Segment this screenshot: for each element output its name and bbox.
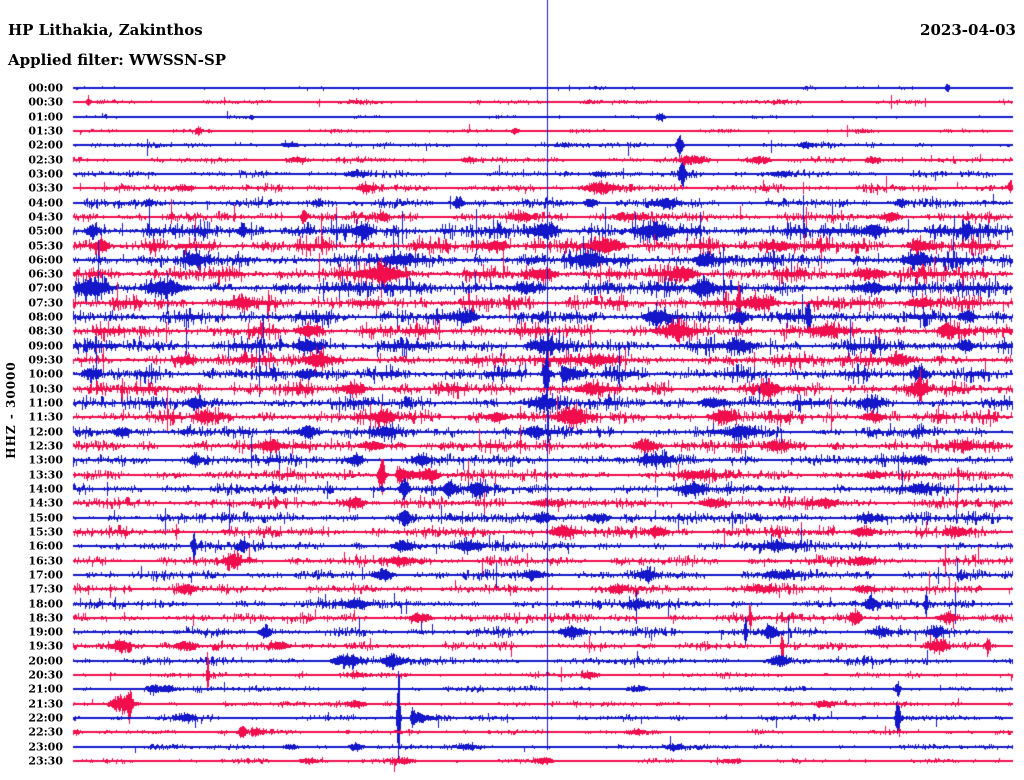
- time-label-0800: 08:00: [28, 310, 63, 324]
- time-label-1030: 10:30: [28, 382, 63, 396]
- time-label-0300: 03:00: [28, 167, 63, 181]
- time-label-2130: 21:30: [28, 697, 63, 711]
- time-label-0530: 05:30: [28, 239, 63, 253]
- time-label-1000: 10:00: [28, 367, 63, 381]
- time-label-2100: 21:00: [28, 682, 63, 696]
- time-label-1130: 11:30: [28, 410, 63, 424]
- time-label-1100: 11:00: [28, 396, 63, 410]
- time-label-0100: 01:00: [28, 110, 63, 124]
- time-label-0930: 09:30: [28, 353, 63, 367]
- time-label-0700: 07:00: [28, 281, 63, 295]
- time-label-0000: 00:00: [28, 81, 63, 95]
- time-label-0600: 06:00: [28, 253, 63, 267]
- time-label-1830: 18:30: [28, 611, 63, 625]
- time-label-0030: 00:30: [28, 95, 63, 109]
- time-label-2300: 23:00: [28, 740, 63, 754]
- time-label-2330: 23:30: [28, 754, 63, 768]
- time-label-0130: 01:30: [28, 124, 63, 138]
- time-label-1700: 17:00: [28, 568, 63, 582]
- time-label-0830: 08:30: [28, 324, 63, 338]
- time-label-2030: 20:30: [28, 668, 63, 682]
- time-label-0400: 04:00: [28, 196, 63, 210]
- time-label-1300: 13:00: [28, 453, 63, 467]
- time-label-0730: 07:30: [28, 296, 63, 310]
- time-label-1600: 16:00: [28, 539, 63, 553]
- time-label-0230: 02:30: [28, 153, 63, 167]
- date-label: 2023-04-03: [920, 21, 1016, 39]
- time-label-1500: 15:00: [28, 511, 63, 525]
- time-label-2000: 20:00: [28, 654, 63, 668]
- time-label-2230: 22:30: [28, 725, 63, 739]
- time-label-2200: 22:00: [28, 711, 63, 725]
- time-label-1530: 15:30: [28, 525, 63, 539]
- time-label-0900: 09:00: [28, 339, 63, 353]
- time-label-0630: 06:30: [28, 267, 63, 281]
- time-label-1930: 19:30: [28, 639, 63, 653]
- time-label-1630: 16:30: [28, 554, 63, 568]
- time-label-1330: 13:30: [28, 468, 63, 482]
- time-label-1730: 17:30: [28, 582, 63, 596]
- time-label-1200: 12:00: [28, 425, 63, 439]
- time-label-1430: 14:30: [28, 496, 63, 510]
- time-label-0330: 03:30: [28, 181, 63, 195]
- time-label-1230: 12:30: [28, 439, 63, 453]
- applied-filter-label: Applied filter: WWSSN-SP: [8, 51, 227, 69]
- time-label-0200: 02:00: [28, 138, 63, 152]
- time-label-1800: 18:00: [28, 597, 63, 611]
- time-label-1900: 19:00: [28, 625, 63, 639]
- time-label-0500: 05:00: [28, 224, 63, 238]
- time-label-1400: 14:00: [28, 482, 63, 496]
- station-title: HP Lithakia, Zakinthos: [8, 21, 203, 39]
- time-label-0430: 04:30: [28, 210, 63, 224]
